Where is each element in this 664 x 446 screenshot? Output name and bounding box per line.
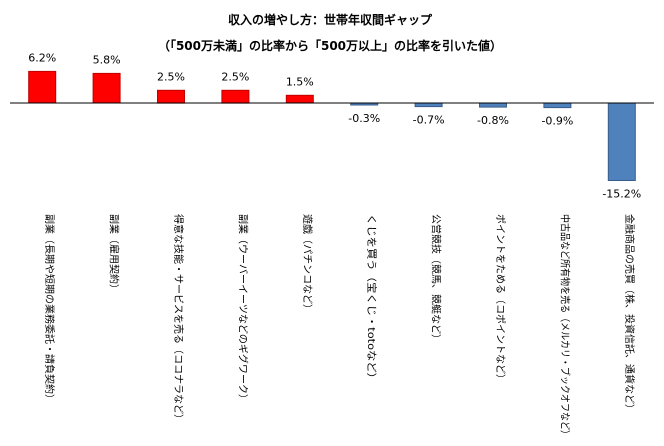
data-label: 2.5%: [157, 70, 185, 83]
data-label: 2.5%: [221, 70, 249, 83]
data-label: 6.2%: [28, 51, 56, 64]
bar: [285, 94, 314, 104]
category-label: 中古品など所有物を売る（メルカリ・ブックオフなど）: [558, 214, 571, 439]
bar: [28, 70, 57, 104]
bar: [414, 102, 443, 108]
category-labels-group: 副業（長期や短期の業務委託・請負契約） 副業（雇用契約） 得意な技能・サービスを売る…: [43, 214, 636, 439]
data-label: 5.8%: [93, 53, 121, 66]
category-label: ポイントをためる（コポイントなど）: [494, 214, 506, 384]
data-label: -0.8%: [477, 114, 509, 127]
bar: [92, 72, 121, 104]
data-label: -0.9%: [541, 115, 573, 128]
data-label: -0.3%: [348, 112, 380, 125]
category-label: 副業（長期や短期の業務委託・請負契約）: [43, 214, 56, 404]
category-label: 公営競技（競馬、競艇など）: [430, 214, 443, 344]
bar: [607, 102, 636, 181]
data-labels-group: 6.2% 5.8% 2.5% 2.5% 1.5% -0.3% -0.7% -0.8% -0.9%…: [28, 51, 641, 200]
chart-subtitle: （「500万未満」の比率から「500万以上」の比率を引いた値）: [158, 38, 502, 53]
category-label: 金融商品の売買（株、投資信託、通貨など）: [623, 214, 636, 414]
bar: [221, 89, 250, 104]
bar: [479, 102, 507, 108]
category-label: 副業（雇用契約）: [108, 214, 121, 294]
bar: [543, 102, 572, 109]
chart-title: 収入の増やし方：世帯年収間ギャップ: [228, 12, 433, 27]
data-label: -15.2%: [602, 188, 641, 201]
data-label: 1.5%: [286, 75, 314, 88]
category-label: 副業（ウーバーイーツなどのギグワーク）: [236, 214, 249, 404]
bars-group: [28, 70, 636, 181]
data-label: -0.7%: [413, 114, 445, 127]
bar: [157, 89, 185, 104]
category-label: 得意な技能・サービスを売る（ココナラなど）: [172, 214, 185, 424]
category-label: くじを買う（宝くじ・totoなど）: [365, 214, 378, 384]
category-label: 遊戯（パチンコなど）: [301, 214, 314, 314]
